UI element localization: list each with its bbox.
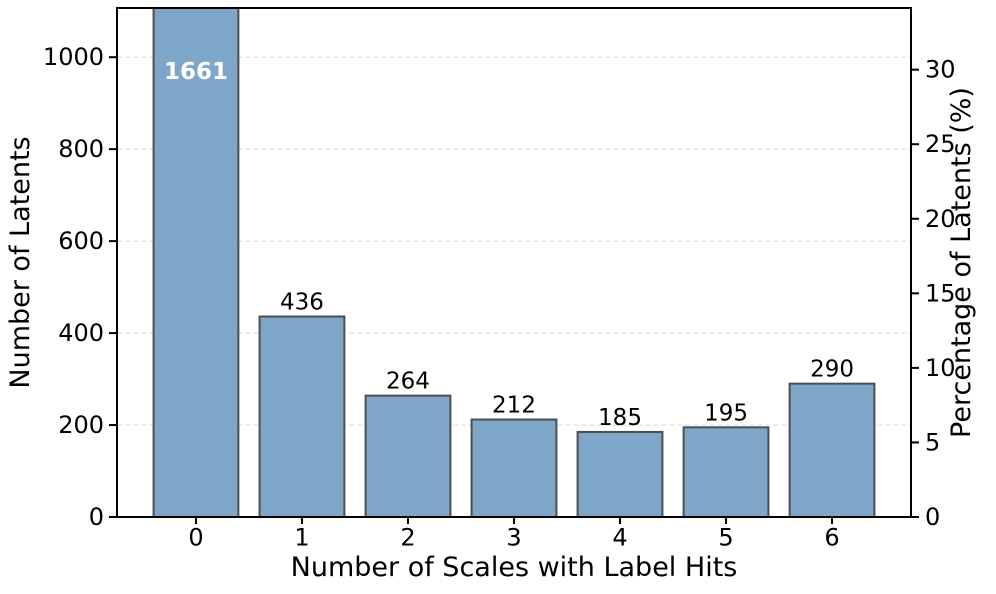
bar-0 [152,8,240,517]
bar-5 [682,426,770,517]
bar-2 [364,394,452,517]
bar-value-label: 290 [810,357,854,383]
x-tick-label: 6 [824,524,839,552]
x-tick-label: 2 [400,524,415,552]
x-axis-title: Number of Scales with Label Hits [290,552,738,583]
left-tick-label: 200 [58,411,104,439]
left-y-axis-title: Number of Latents [5,136,36,389]
bar-value-labels: 1661 436 264 212 185 195 290 [164,59,854,431]
bar-value-label: 436 [280,290,324,316]
left-tick-label: 600 [58,227,104,255]
bar-6 [788,382,876,517]
bar-value-label: 1661 [164,59,228,85]
x-tick-label: 0 [188,524,203,552]
left-tick-label: 400 [58,319,104,347]
right-tick-label: 15 [925,279,956,307]
right-tick-label: 20 [925,205,956,233]
bars [152,8,876,517]
left-tick-label: 800 [58,135,104,163]
x-tick-label: 5 [718,524,733,552]
left-tick-label: 0 [89,503,104,531]
right-tick-label: 0 [925,503,940,531]
right-y-axis-title: Percentage of Latents (%) [946,87,977,438]
x-tick-label: 4 [612,524,627,552]
bar-value-label: 264 [386,369,430,395]
right-tick-label: 25 [925,130,956,158]
bar-value-label: 185 [598,405,642,431]
bar-value-label: 195 [704,400,748,426]
bar-value-label: 212 [492,393,536,419]
x-axis: 0 1 2 3 4 5 6 [188,517,840,552]
right-axis: 0 5 10 15 20 25 30 [911,56,956,531]
left-tick-label: 1000 [43,43,104,71]
right-tick-label: 5 [925,428,940,456]
right-tick-label: 10 [925,354,956,382]
right-tick-label: 30 [925,56,956,84]
left-axis: 0 200 400 600 800 1000 [43,43,117,531]
bar-3 [470,418,558,517]
bar-4 [576,430,664,517]
x-tick-label: 1 [294,524,309,552]
x-tick-label: 3 [506,524,521,552]
bar-1 [258,315,346,517]
